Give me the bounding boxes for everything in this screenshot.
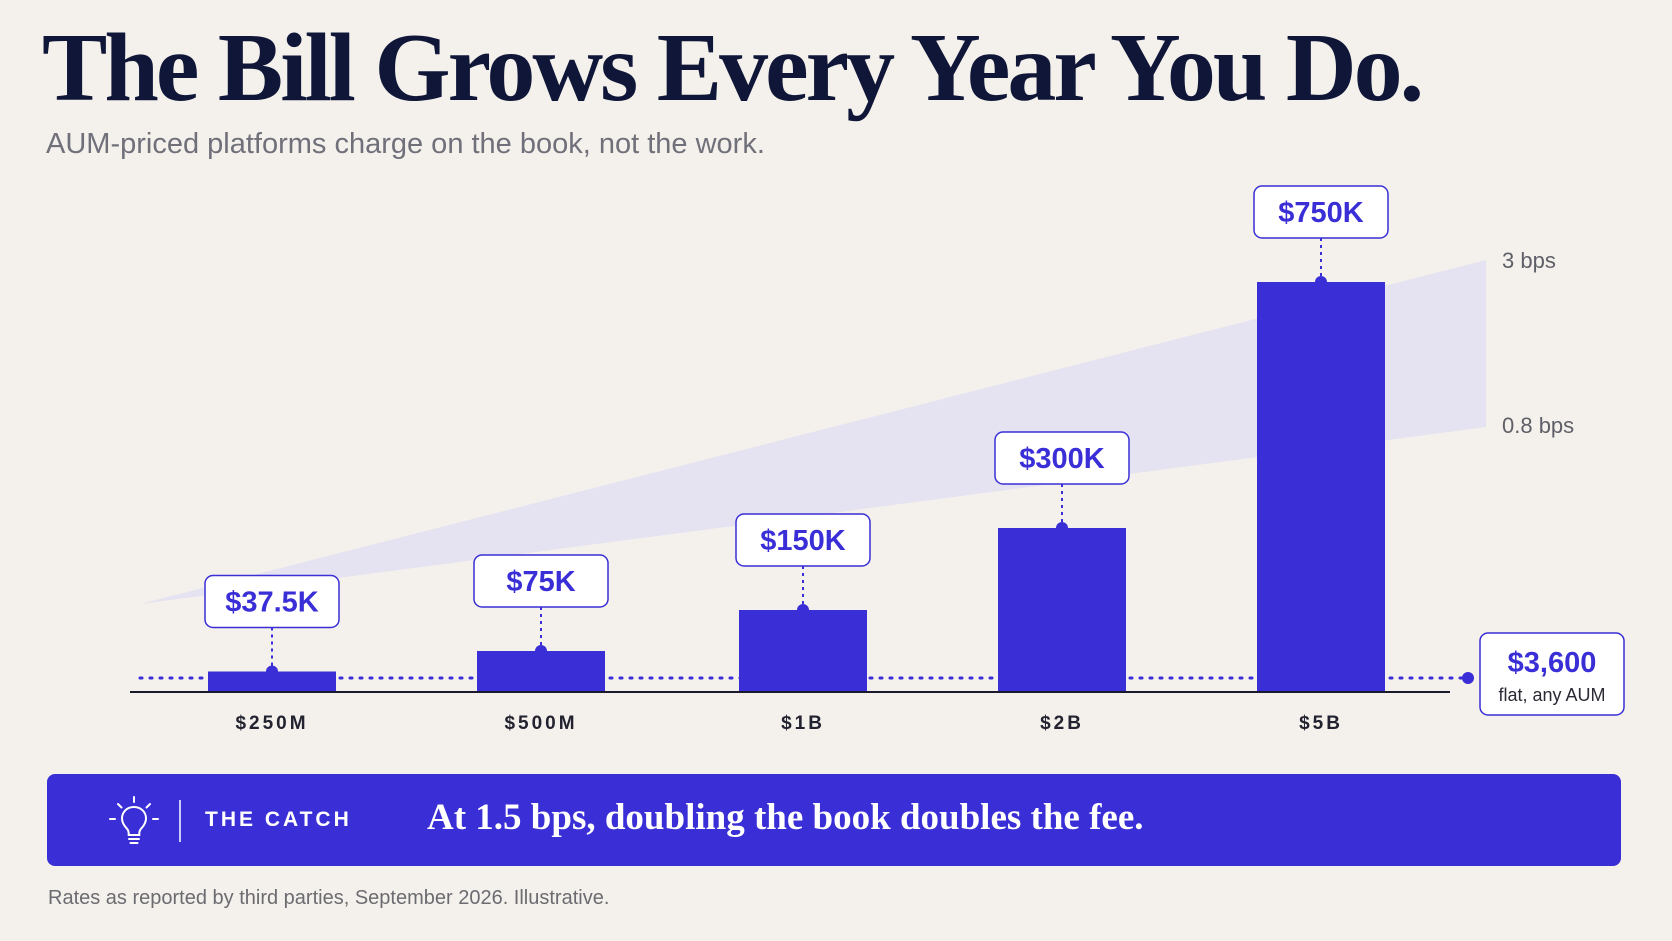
value-marker-dot [266,665,278,678]
category-tick-label: $2B [1040,713,1084,734]
bar-chart: 3 bps 0.8 bps $37.5K $250M $75K $500M $150K $1B… [130,185,1625,734]
value-label-box [1253,185,1389,239]
value-label-box [204,574,340,629]
value-label-box [473,554,609,608]
bar [477,651,605,692]
catch-label: THE CATCH [205,808,352,831]
data-label: $75K [506,566,575,598]
catch-banner: THE CATCH At 1.5 bps, doubling the book … [47,774,1621,866]
bar [998,528,1126,692]
lightbulb-icon [109,796,159,844]
bar [1257,282,1385,692]
flat-fee-value: $3,600 [1508,647,1597,679]
page-title: The Bill Grows Every Year You Do. [42,14,1424,122]
category-tick-label: $5B [1299,713,1343,734]
page-subtitle: AUM-priced platforms charge on the book,… [46,128,765,160]
bar [739,610,867,692]
value-marker-dot [797,604,809,616]
footnote: Rates as reported by third parties, Sept… [48,887,610,909]
catch-message: At 1.5 bps, doubling the book doubles th… [427,797,1144,838]
data-label: $37.5K [225,587,319,619]
catch-divider [179,800,181,842]
value-marker-dot [1056,522,1068,534]
flat-fee-caption: flat, any AUM [1498,685,1605,705]
value-label-box [994,431,1130,485]
value-label-box [735,513,871,567]
flat-fee-dot [1462,672,1474,684]
band-lower-label: 0.8 bps [1502,413,1574,438]
data-label: $750K [1278,197,1364,229]
value-marker-dot [535,645,547,657]
category-tick-label: $1B [781,713,825,734]
rate-band [140,260,1486,604]
data-label: $150K [760,525,846,557]
flat-fee-box [1479,632,1625,716]
category-tick-label: $500M [504,713,577,734]
data-label: $300K [1019,443,1105,475]
category-tick-label: $250M [235,713,308,734]
band-upper-label: 3 bps [1502,248,1556,273]
value-marker-dot [1315,276,1327,288]
